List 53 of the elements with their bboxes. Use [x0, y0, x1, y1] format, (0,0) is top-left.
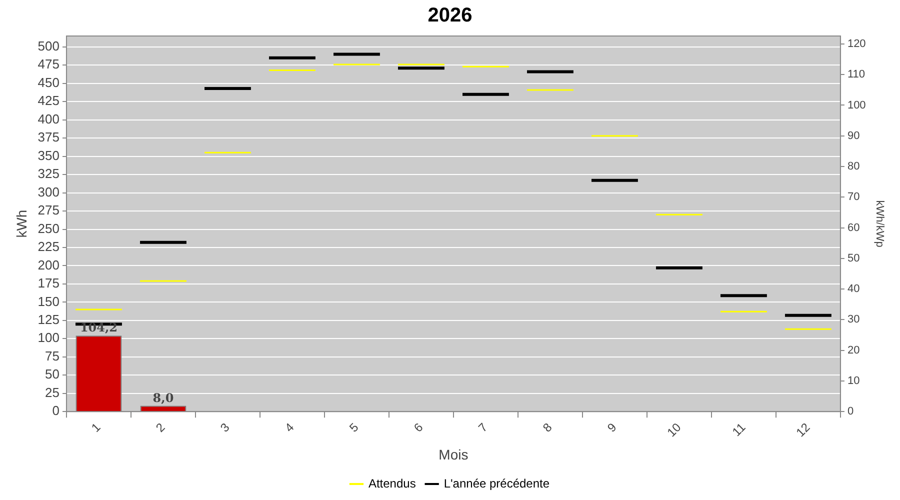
- y-tick-label: 350: [38, 148, 60, 163]
- y-tick-label: 150: [38, 294, 60, 309]
- y-tick-label: 500: [38, 38, 60, 54]
- y-tick-label: 475: [38, 56, 60, 72]
- x-tick-label: 1: [88, 420, 104, 435]
- y-tick-label: 375: [38, 130, 60, 145]
- y-tick-label: 100: [38, 330, 60, 346]
- y2-tick-label: 90: [847, 130, 860, 142]
- y2-tick-label: 40: [847, 283, 860, 296]
- y-tick-label: 225: [38, 239, 60, 254]
- y2-tick-label: 80: [847, 160, 860, 173]
- x-tick-label: 3: [218, 420, 232, 435]
- y2-tick-label: 30: [847, 314, 860, 326]
- y-tick-label: 200: [38, 257, 60, 272]
- x-tick-label: 4: [282, 420, 297, 435]
- x-tick-label: 8: [540, 420, 555, 435]
- data-label: 8,0: [152, 390, 174, 405]
- chart-title: 2026: [428, 4, 472, 27]
- y-tick-label: 275: [38, 202, 60, 218]
- y-tick-label: 75: [45, 348, 60, 364]
- legend-label: Attendus: [368, 476, 416, 490]
- y2-tick-label: 100: [847, 99, 866, 112]
- x-tick-label: 10: [664, 420, 684, 440]
- x-tick-label: 7: [476, 420, 490, 435]
- x-axis-title: Mois: [438, 446, 468, 462]
- y2-tick-label: 50: [847, 252, 860, 264]
- y-tick-label: 300: [38, 184, 60, 200]
- y2-tick-label: 120: [847, 38, 866, 50]
- y2-axis-title: kWh/kWp: [873, 200, 886, 248]
- y-tick-label: 50: [45, 366, 60, 382]
- y-tick-label: 175: [38, 276, 60, 291]
- y-tick-label: 250: [38, 220, 60, 236]
- y-tick-label: 25: [45, 384, 60, 400]
- y-tick-label: 425: [38, 93, 60, 108]
- y2-tick-label: 20: [847, 344, 860, 356]
- y-tick-label: 125: [38, 312, 60, 327]
- x-tick-label: 5: [346, 420, 362, 435]
- y-axis-title: kWh: [13, 210, 30, 238]
- y-tick-label: 400: [38, 111, 60, 126]
- x-tick-label: 2: [153, 420, 168, 435]
- y-tick-label: 0: [52, 403, 60, 418]
- y-tick-label: 450: [38, 74, 60, 90]
- y2-tick-label: 70: [847, 191, 860, 204]
- y2-tick-label: 0: [847, 406, 854, 418]
- y2-tick-label: 10: [847, 374, 860, 387]
- legend-label: L'année précédente: [444, 476, 550, 490]
- y2-tick-label: 60: [847, 222, 860, 234]
- x-tick-label: 6: [411, 420, 426, 435]
- x-tick-label: 9: [604, 420, 620, 435]
- x-tick-label: 11: [729, 420, 748, 439]
- x-tick-label: 12: [793, 420, 813, 440]
- y2-tick-label: 110: [847, 68, 865, 81]
- y-tick-label: 325: [38, 166, 60, 182]
